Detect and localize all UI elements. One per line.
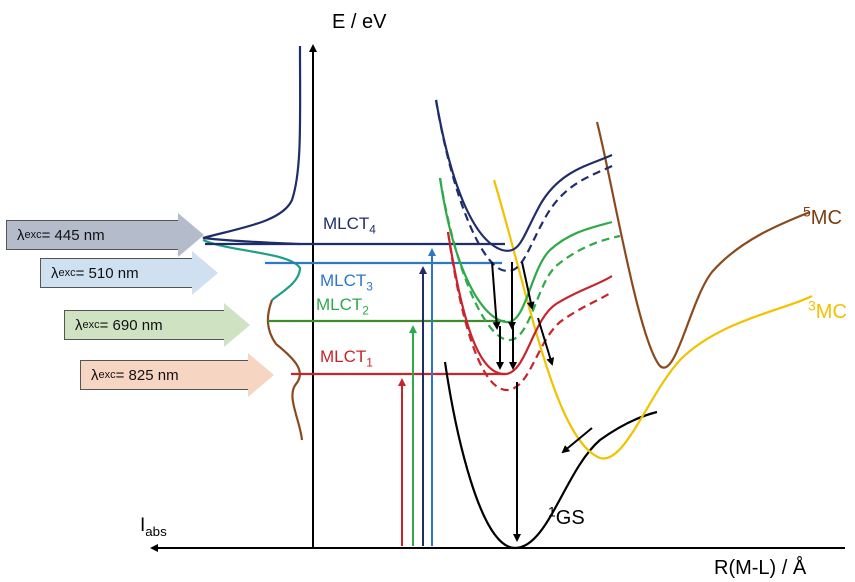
excitation-510-arrowhead xyxy=(192,251,218,295)
ground-state-main: GS xyxy=(555,507,585,529)
excitation-510-sub: exc xyxy=(58,267,76,279)
mlct2-label-sub: 2 xyxy=(362,303,369,318)
ground-state-curve xyxy=(443,361,658,550)
mlct4-curve-dashed xyxy=(434,99,615,273)
mc-to-gs-arrow xyxy=(561,427,593,454)
excitation-445-sub: exc xyxy=(24,229,42,241)
mlct4-curve xyxy=(434,99,613,252)
quintet-mc-label: 5MC xyxy=(803,204,842,229)
mlct2-curve xyxy=(438,177,613,324)
ground-state-label: 1GS xyxy=(548,504,585,529)
excitation-445-lambda: λ xyxy=(17,226,25,244)
mlct3-label-main: MLCT xyxy=(320,271,367,290)
relaxation-arrow-6 xyxy=(537,317,555,366)
triplet-mc-label: 3MC xyxy=(808,298,847,323)
mlct2-label-main: MLCT xyxy=(316,295,363,314)
distance-axis-label: R(M-L) / Å xyxy=(714,557,807,579)
excitation-825-text: = 825 nm xyxy=(115,366,179,384)
quintet-mc-sup: 5 xyxy=(803,203,811,220)
quintet-mc-main: MC xyxy=(810,207,842,229)
intensity-label-sub: abs xyxy=(145,523,167,539)
excitation-510-arrow: λ exc = 510 nm xyxy=(40,251,218,295)
mlct1-label-sub: 1 xyxy=(366,355,373,370)
mlct1-curve xyxy=(446,231,613,376)
mlct3-label: MLCT3 xyxy=(320,271,373,292)
excitation-690-sub: exc xyxy=(82,319,100,331)
mlct1-label: MLCT1 xyxy=(320,347,373,368)
excitation-510-lambda: λ xyxy=(51,264,59,282)
mlct2-label: MLCT2 xyxy=(316,295,369,316)
excitation-445-box: λ exc = 445 nm xyxy=(6,220,178,250)
mlct4-label-sub: 4 xyxy=(369,222,376,237)
excitation-510-box: λ exc = 510 nm xyxy=(40,258,192,288)
excitation-825-lambda: λ xyxy=(91,366,99,384)
triplet-mc-main: MC xyxy=(815,301,847,323)
excitation-825-arrow: λ exc = 825 nm xyxy=(80,353,274,397)
absorption-spectrum-brown xyxy=(266,299,304,441)
intensity-label-main: I xyxy=(140,515,146,536)
mlct4-label: MLCT4 xyxy=(323,214,376,235)
excitation-445-text: = 445 nm xyxy=(41,226,105,244)
absorption-spectrum-navy xyxy=(202,45,302,246)
relaxation-arrow-3 xyxy=(521,261,535,310)
mlct1-curve-dashed xyxy=(446,231,613,392)
excitation-445-arrowhead xyxy=(178,213,204,257)
excitation-690-text: = 690 nm xyxy=(99,316,163,334)
relaxation-arrow-1 xyxy=(491,261,501,330)
mlct3-label-sub: 3 xyxy=(366,279,373,294)
absorption-spectrum-teal xyxy=(202,238,302,301)
triplet-mc-curve xyxy=(492,179,813,460)
triplet-mc-sup: 3 xyxy=(808,297,816,314)
excitation-510-text: = 510 nm xyxy=(75,264,139,282)
energy-axis-label: E / eV xyxy=(332,11,387,33)
mlct2-curve-dashed xyxy=(438,177,621,342)
mlct4-label-main: MLCT xyxy=(323,214,370,233)
excitation-690-box: λ exc = 690 nm xyxy=(64,310,224,340)
excitation-825-sub: exc xyxy=(98,369,116,381)
excitation-690-arrow: λ exc = 690 nm xyxy=(64,303,250,347)
excitation-690-arrowhead xyxy=(224,303,250,347)
mlct1-label-main: MLCT xyxy=(320,347,367,366)
absorption-intensity-label: Iabs xyxy=(140,515,167,538)
ground-state-sup: 1 xyxy=(548,503,556,520)
excitation-445-arrow: λ exc = 445 nm xyxy=(6,213,204,257)
quintet-mc-curve xyxy=(595,121,811,369)
excitation-690-lambda: λ xyxy=(75,316,83,334)
excitation-825-box: λ exc = 825 nm xyxy=(80,360,248,390)
excitation-825-arrowhead xyxy=(248,353,274,397)
